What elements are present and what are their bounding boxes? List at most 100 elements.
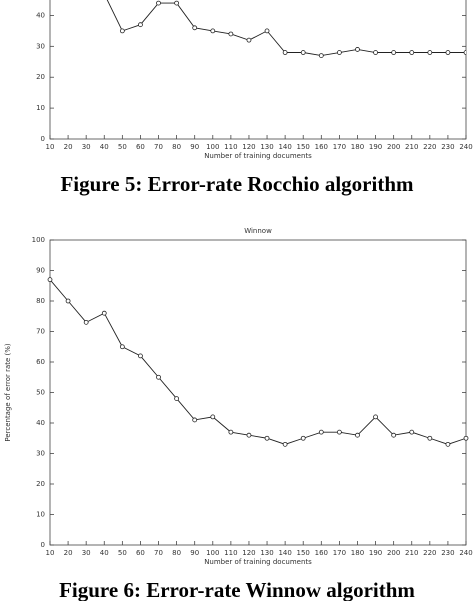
- x-tick-label: 140: [278, 143, 291, 151]
- point: [373, 414, 378, 420]
- y-tick-label: 40: [36, 11, 45, 19]
- point: [409, 429, 415, 435]
- point: [228, 429, 234, 435]
- x-tick-label: 130: [260, 143, 273, 151]
- series-line: [106, 0, 466, 57]
- point: [427, 50, 433, 55]
- x-tick-label: 200: [387, 549, 400, 557]
- y-tick-label: 50: [36, 389, 45, 397]
- x-tick-label: 50: [118, 143, 127, 151]
- point: [427, 435, 433, 441]
- point: [336, 50, 342, 55]
- x-tick-label: 60: [136, 143, 145, 151]
- y-tick-label: 20: [36, 480, 45, 488]
- point: [65, 298, 71, 304]
- plot-frame: [49, 0, 467, 140]
- figure-caption: Figure 6: Error-rate Winnow algorithm: [59, 578, 415, 601]
- x-tick-label: 180: [351, 143, 364, 151]
- x-tick-label: 120: [242, 549, 255, 557]
- x-tick-label: 30: [82, 549, 91, 557]
- y-tick-label: 90: [36, 267, 45, 275]
- x-tick-label: 240: [459, 143, 472, 151]
- x-tick-label: 210: [405, 143, 418, 151]
- y-tick-label: 80: [36, 297, 45, 305]
- point: [463, 435, 469, 441]
- plot-frame: [49, 239, 467, 546]
- point: [119, 28, 125, 34]
- x-tick-label: 90: [190, 143, 199, 151]
- x-tick-label: 40: [100, 549, 109, 557]
- x-tick-label: 80: [172, 549, 181, 557]
- x-tick-label: 40: [100, 143, 109, 151]
- point: [282, 441, 288, 447]
- x-tick-label: 150: [297, 549, 310, 557]
- point: [101, 310, 107, 316]
- series-line: [49, 279, 467, 445]
- point: [138, 353, 143, 359]
- point: [355, 432, 360, 438]
- point: [264, 28, 270, 34]
- x-tick-label: 240: [459, 549, 472, 557]
- chart-title: Winnow: [244, 227, 272, 235]
- x-tick-label: 20: [64, 143, 73, 151]
- y-tick-label: 0: [41, 541, 45, 549]
- x-tick-label: 210: [405, 549, 418, 557]
- point: [192, 25, 198, 31]
- x-axis-label: Number of training documents: [204, 152, 312, 160]
- x-tick-label: 20: [64, 549, 73, 557]
- x-tick-label: 60: [136, 549, 145, 557]
- y-tick-label: 40: [36, 419, 45, 427]
- x-tick-label: 100: [206, 549, 219, 557]
- x-tick-label: 110: [224, 143, 237, 151]
- point: [445, 441, 451, 447]
- point: [264, 435, 270, 441]
- x-tick-label: 70: [154, 549, 163, 557]
- point: [300, 435, 306, 441]
- x-tick-label: 150: [297, 143, 310, 151]
- x-tick-label: 10: [46, 143, 55, 151]
- x-axis-label: Number of training documents: [204, 558, 312, 566]
- y-tick-label: 20: [36, 73, 45, 81]
- point: [463, 50, 466, 55]
- x-tick-label: 100: [206, 143, 219, 151]
- x-tick-label: 170: [333, 143, 346, 151]
- point: [318, 53, 324, 58]
- point: [409, 50, 415, 55]
- point: [192, 417, 198, 423]
- point: [138, 22, 143, 28]
- point: [318, 429, 324, 435]
- point: [336, 429, 342, 435]
- x-tick-label: 180: [351, 549, 364, 557]
- x-tick-label: 90: [190, 549, 199, 557]
- point: [300, 50, 306, 55]
- y-tick-label: 30: [36, 42, 45, 50]
- x-tick-label: 10: [46, 549, 55, 557]
- x-tick-label: 230: [441, 549, 454, 557]
- y-tick-label: 10: [36, 511, 45, 519]
- point: [174, 0, 180, 6]
- x-tick-label: 190: [369, 143, 382, 151]
- y-tick-label: 0: [41, 135, 45, 143]
- point: [210, 414, 216, 420]
- x-tick-label: 70: [154, 143, 163, 151]
- point: [246, 37, 252, 43]
- point: [355, 47, 360, 52]
- point: [156, 0, 161, 6]
- x-tick-label: 110: [224, 549, 237, 557]
- point: [156, 374, 161, 380]
- x-tick-label: 30: [82, 143, 91, 151]
- point: [174, 396, 180, 402]
- y-tick-label: 100: [32, 236, 45, 244]
- x-tick-label: 160: [315, 549, 328, 557]
- y-tick-label: 60: [36, 358, 45, 366]
- point: [228, 31, 234, 37]
- x-tick-label: 190: [369, 549, 382, 557]
- x-tick-label: 80: [172, 143, 181, 151]
- figure-caption: Figure 5: Error-rate Rocchio algorithm: [60, 172, 414, 196]
- x-tick-label: 50: [118, 549, 127, 557]
- point: [282, 50, 288, 55]
- x-tick-label: 220: [423, 143, 436, 151]
- y-tick-label: 30: [36, 450, 45, 458]
